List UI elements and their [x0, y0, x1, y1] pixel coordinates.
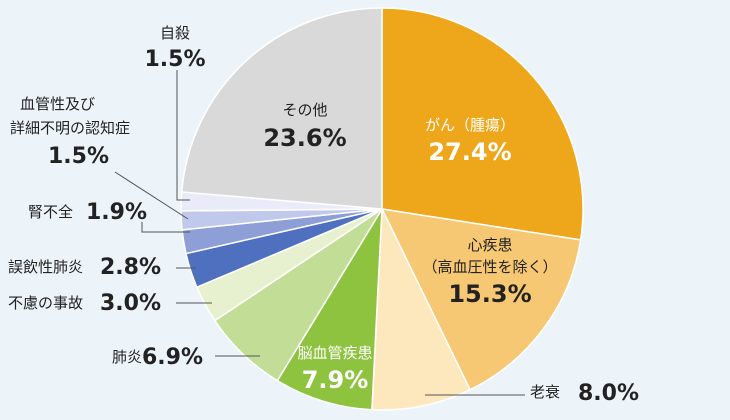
label-sonota-value: 23.6%	[263, 124, 346, 152]
label-haien-name: 肺炎	[112, 348, 142, 366]
label-furyo-name: 不慮の事故	[8, 294, 83, 312]
leader-jisatsu	[176, 70, 190, 201]
label-shinshikkan-value: 15.3%	[448, 280, 531, 308]
label-haien-value: 6.9%	[142, 345, 203, 370]
label-furyo-value: 3.0%	[100, 291, 161, 316]
label-jisatsu-name: 自殺	[160, 24, 190, 42]
pie-slice-rouisui	[371, 208, 472, 411]
label-jisatsu-value: 1.5%	[144, 47, 205, 72]
label-noukekkan-name: 脳血管疾患	[297, 344, 372, 362]
leader-jinfuzen	[141, 222, 190, 233]
pie-slice-gan	[381, 7, 584, 241]
label-sonota-name: その他	[282, 101, 327, 119]
label-ninchisho-name: 血管性及び	[20, 95, 95, 113]
label-ninchisho-value: 1.5%	[48, 144, 109, 169]
pie-slices	[180, 7, 584, 411]
label-shinshikkan-name2: （高血圧性を除く）	[422, 258, 557, 276]
label-goin-value: 2.8%	[100, 255, 161, 280]
leader-lines	[114, 70, 525, 396]
label-jinfuzen-value: 1.9%	[86, 200, 147, 225]
pie-slice-noukekkan	[276, 208, 383, 411]
label-rouisui-value: 8.0%	[578, 381, 639, 406]
pie-slice-shinshikkan	[380, 208, 582, 391]
label-goin-name: 誤飲性肺炎	[8, 258, 83, 276]
label-jinfuzen-name: 腎不全	[28, 203, 73, 221]
label-noukekkan-value: 7.9%	[302, 366, 369, 394]
label-rouisui-name: 老衰	[530, 383, 560, 401]
slice-labels: がん（腫瘍） 27.4% 心疾患 （高血圧性を除く） 15.3% 脳血管疾患 7…	[8, 24, 639, 406]
label-ninchisho-name2: 詳細不明の認知症	[10, 119, 130, 137]
leader-ninchisho	[114, 171, 189, 220]
label-gan-name: がん（腫瘍）	[425, 116, 515, 134]
label-rouisui-name-text: 老衰	[530, 383, 560, 401]
label-shinshikkan-name: 心疾患	[467, 236, 512, 254]
label-gan-value: 27.4%	[428, 138, 511, 166]
pie-slice-sonota	[180, 7, 383, 210]
